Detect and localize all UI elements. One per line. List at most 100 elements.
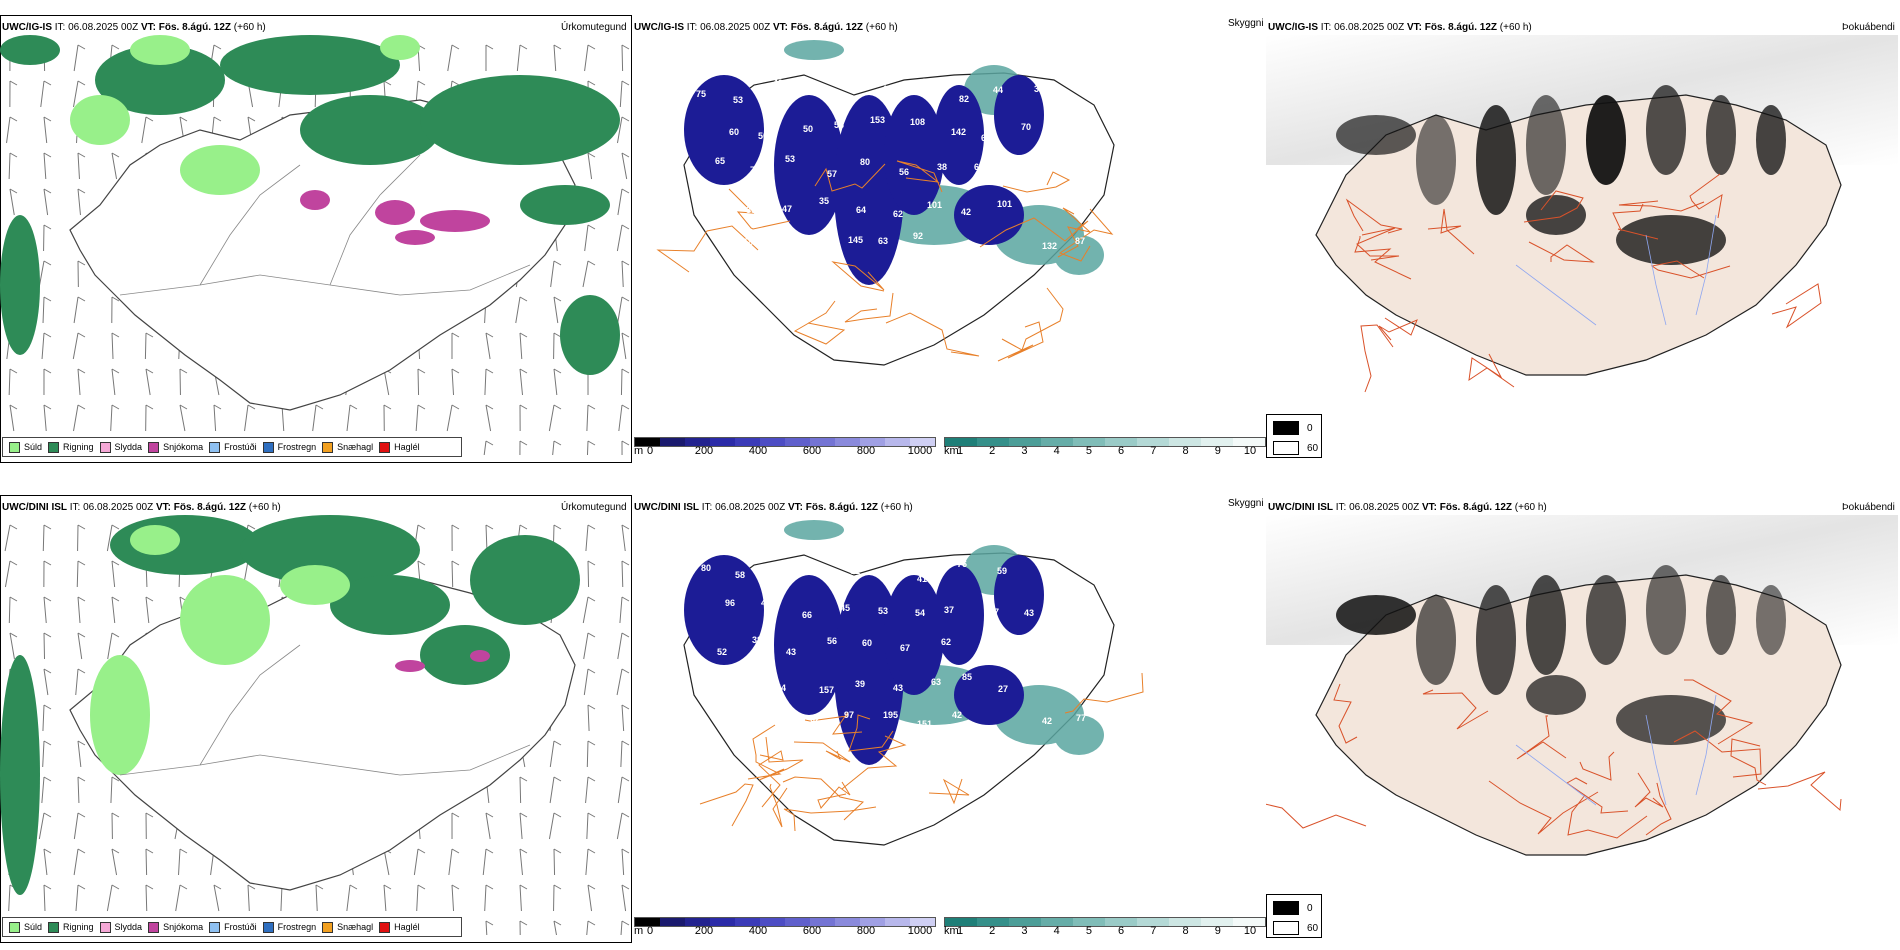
ceiling-label: 53	[733, 95, 743, 105]
ceiling-area	[774, 575, 844, 715]
precip-legend-2: Súld Rigning Slydda Snjókoma Frostúði Frostre…	[2, 917, 462, 937]
vt-label: VT:	[1421, 502, 1437, 513]
lead-time: (+60 h)	[1499, 22, 1532, 33]
ceiling-label: 55	[1008, 163, 1018, 173]
roads	[699, 672, 1144, 832]
wind-barb	[42, 296, 52, 324]
legend-label: Snæhagl	[337, 442, 374, 452]
snow-area	[375, 200, 415, 225]
wind-barb	[585, 524, 596, 552]
wind-barb	[620, 920, 630, 935]
init-time: IT: 06.08.2025 00Z	[686, 22, 771, 33]
ceiling-label: 43	[893, 683, 903, 693]
ceiling-areas	[684, 75, 1044, 285]
wind-barb	[485, 524, 494, 552]
lead-time: (+60 h)	[248, 502, 281, 513]
colorbar-tick: 7	[1150, 445, 1157, 457]
ceiling-label: 101	[927, 200, 942, 210]
ceiling-label: 77	[1076, 713, 1086, 723]
rain-area	[420, 75, 620, 165]
wind-barb	[110, 404, 120, 432]
wind-barb	[621, 704, 630, 732]
fog-area	[1476, 585, 1516, 695]
wind-barb	[519, 884, 528, 912]
colorbar-tick: 3	[1021, 925, 1028, 937]
ceiling-label: 59	[997, 566, 1007, 576]
init-time: IT: 06.08.2025 00Z	[69, 502, 154, 513]
wind-barb	[43, 668, 52, 696]
wind-barb	[43, 884, 52, 912]
wind-barb	[247, 884, 256, 912]
colorbar-tick: 0	[646, 445, 654, 457]
road	[699, 783, 754, 827]
wind-barb	[519, 776, 528, 804]
init-time: IT: 06.08.2025 00Z	[1335, 502, 1420, 513]
road	[1771, 283, 1822, 329]
vt-label: VT:	[1406, 22, 1422, 33]
rain-areas	[0, 515, 580, 895]
model-name: UWC/DINI ISL	[2, 502, 67, 513]
wind-barb	[73, 848, 86, 876]
legend-label: Snæhagl	[337, 922, 374, 932]
colorbar-unit: km	[944, 445, 959, 457]
fog-area	[1336, 595, 1416, 635]
road	[841, 735, 907, 790]
colorbar-tick: 1	[956, 445, 964, 457]
ceiling-colorbar-swatches	[634, 917, 936, 927]
wind-barb	[106, 884, 120, 912]
road	[979, 217, 1089, 248]
road	[1064, 672, 1144, 714]
ceiling-label: 67	[900, 643, 910, 653]
wind-barb	[9, 632, 18, 660]
wind-barb	[72, 332, 86, 360]
precip-map	[0, 515, 630, 935]
wind-barb	[8, 152, 18, 180]
colorbar-unit: m	[634, 445, 644, 457]
wind-barb	[550, 260, 562, 288]
precip-title: Úrkomutegund	[561, 502, 627, 513]
fog-area	[1756, 105, 1786, 175]
fog-legend-1: 0 60	[1266, 414, 1322, 458]
ceiling-label: 107	[1053, 676, 1068, 686]
precip-title: Úrkomutegund	[561, 22, 627, 33]
wind-barb	[43, 224, 52, 252]
legend-label: Rigning	[63, 442, 94, 452]
roads-gray	[119, 154, 531, 296]
ceiling-label: 258	[738, 237, 753, 247]
snow-area	[395, 230, 435, 245]
wind-barb	[553, 296, 562, 324]
wind-barb	[43, 152, 52, 180]
ceiling-label: 53	[785, 154, 795, 164]
fog-legend-low: 60	[1307, 442, 1319, 454]
wind-barb	[485, 404, 494, 432]
road	[1356, 227, 1400, 261]
wind-barb	[451, 524, 460, 552]
ceiling-label: 39	[922, 77, 932, 87]
roads	[656, 160, 1114, 362]
ceiling-label: 80	[860, 157, 870, 167]
ceiling-label: 35	[1034, 84, 1044, 94]
wind-barb	[587, 704, 596, 732]
wind-barb	[107, 632, 120, 660]
ceiling-label: 46	[882, 575, 892, 585]
wind-barb	[415, 404, 426, 432]
colorbar-tick: 400	[748, 925, 768, 937]
wind-barb	[43, 596, 52, 624]
wind-barb	[619, 596, 630, 624]
ceiling-label: 58	[734, 710, 744, 720]
road	[1422, 689, 1489, 730]
ceiling-label: 27	[998, 684, 1008, 694]
ceiling-area	[684, 75, 764, 185]
ceiling-label: 75	[696, 89, 706, 99]
colorbar-tick: 1000	[907, 925, 933, 937]
ceiling-label: 66	[802, 610, 812, 620]
wind-barb	[110, 776, 120, 804]
road	[1757, 771, 1842, 812]
low-cloud-area	[784, 40, 844, 60]
ceiling-label: 45	[840, 603, 850, 613]
legend-label: Slydda	[114, 922, 143, 932]
road	[728, 188, 791, 230]
ceiling-label: 62	[810, 714, 820, 724]
wind-barb	[43, 368, 52, 396]
fog-area	[1756, 585, 1786, 655]
